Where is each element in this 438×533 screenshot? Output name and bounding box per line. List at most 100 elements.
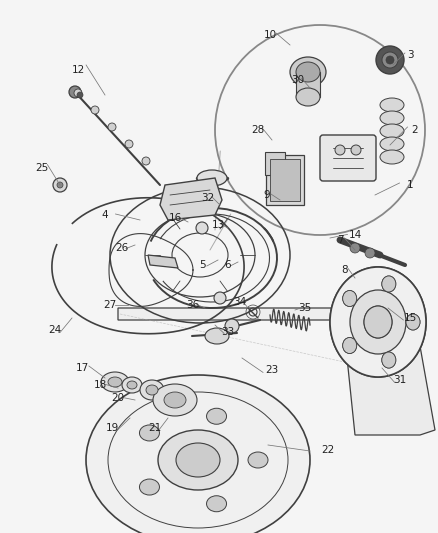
Ellipse shape [382, 352, 396, 368]
Ellipse shape [86, 375, 310, 533]
Text: 14: 14 [348, 230, 362, 240]
Ellipse shape [343, 290, 357, 306]
Circle shape [365, 248, 375, 258]
Text: 23: 23 [265, 365, 279, 375]
Text: 27: 27 [103, 300, 117, 310]
Circle shape [386, 56, 394, 64]
Text: 16: 16 [168, 213, 182, 223]
Ellipse shape [146, 385, 158, 395]
Circle shape [53, 178, 67, 192]
Ellipse shape [205, 328, 229, 344]
Text: 4: 4 [102, 210, 108, 220]
Circle shape [91, 106, 99, 114]
Text: 31: 31 [393, 375, 406, 385]
Text: 24: 24 [48, 325, 62, 335]
Ellipse shape [380, 98, 404, 112]
Ellipse shape [382, 276, 396, 292]
Ellipse shape [364, 306, 392, 338]
Polygon shape [265, 152, 285, 175]
Ellipse shape [248, 452, 268, 468]
Text: 7: 7 [337, 235, 343, 245]
Ellipse shape [153, 384, 197, 416]
Circle shape [69, 86, 81, 98]
Ellipse shape [207, 496, 226, 512]
Ellipse shape [380, 137, 404, 151]
Text: 22: 22 [321, 445, 335, 455]
Ellipse shape [380, 150, 404, 164]
Text: 32: 32 [201, 193, 215, 203]
Circle shape [74, 89, 82, 97]
Circle shape [77, 92, 83, 98]
Ellipse shape [290, 57, 326, 87]
FancyBboxPatch shape [320, 135, 376, 181]
Ellipse shape [364, 306, 392, 338]
Ellipse shape [207, 408, 226, 424]
Bar [270, 159, 300, 201]
Text: 26: 26 [115, 243, 129, 253]
Ellipse shape [330, 267, 426, 377]
Ellipse shape [350, 290, 406, 354]
Ellipse shape [382, 276, 396, 292]
Circle shape [108, 123, 116, 131]
Ellipse shape [176, 443, 220, 477]
Text: 36: 36 [187, 300, 200, 310]
Polygon shape [160, 178, 222, 220]
Text: 25: 25 [35, 163, 49, 173]
Ellipse shape [343, 337, 357, 353]
Ellipse shape [406, 314, 420, 330]
Ellipse shape [140, 380, 164, 400]
Circle shape [335, 145, 345, 155]
Ellipse shape [296, 62, 320, 82]
Text: 34: 34 [233, 297, 247, 307]
Ellipse shape [343, 290, 357, 306]
Ellipse shape [139, 479, 159, 495]
Text: 2: 2 [412, 125, 418, 135]
Circle shape [125, 140, 133, 148]
Ellipse shape [122, 377, 142, 393]
Ellipse shape [330, 267, 426, 377]
Text: 9: 9 [264, 190, 270, 200]
Ellipse shape [139, 425, 159, 441]
Ellipse shape [101, 372, 129, 392]
Bar [266, 155, 304, 205]
Text: 10: 10 [263, 30, 276, 40]
Polygon shape [118, 308, 415, 382]
Circle shape [196, 222, 208, 234]
Text: 28: 28 [251, 125, 265, 135]
Circle shape [351, 145, 361, 155]
Text: 30: 30 [291, 75, 304, 85]
Text: 21: 21 [148, 423, 162, 433]
Ellipse shape [158, 430, 238, 490]
Ellipse shape [382, 352, 396, 368]
Text: 6: 6 [225, 260, 231, 270]
Text: 12: 12 [71, 65, 85, 75]
Text: 3: 3 [407, 50, 413, 60]
Text: 17: 17 [75, 363, 88, 373]
Polygon shape [340, 290, 435, 435]
Ellipse shape [406, 314, 420, 330]
Text: 8: 8 [342, 265, 348, 275]
Text: 20: 20 [111, 393, 124, 403]
Circle shape [225, 319, 239, 333]
Ellipse shape [108, 377, 122, 387]
Ellipse shape [343, 337, 357, 353]
Circle shape [350, 243, 360, 253]
Ellipse shape [164, 392, 186, 408]
Ellipse shape [127, 381, 137, 389]
Text: 15: 15 [403, 313, 417, 323]
Text: 35: 35 [298, 303, 311, 313]
Ellipse shape [296, 88, 320, 106]
Text: 18: 18 [93, 380, 106, 390]
Text: 13: 13 [212, 220, 225, 230]
Ellipse shape [197, 170, 227, 186]
Ellipse shape [350, 290, 406, 354]
Bar [296, 72, 320, 97]
Polygon shape [148, 255, 178, 268]
Text: 5: 5 [199, 260, 205, 270]
Text: 1: 1 [407, 180, 413, 190]
Ellipse shape [380, 124, 404, 138]
Text: 19: 19 [106, 423, 119, 433]
Circle shape [382, 52, 398, 68]
Circle shape [142, 157, 150, 165]
Text: 33: 33 [221, 327, 235, 337]
